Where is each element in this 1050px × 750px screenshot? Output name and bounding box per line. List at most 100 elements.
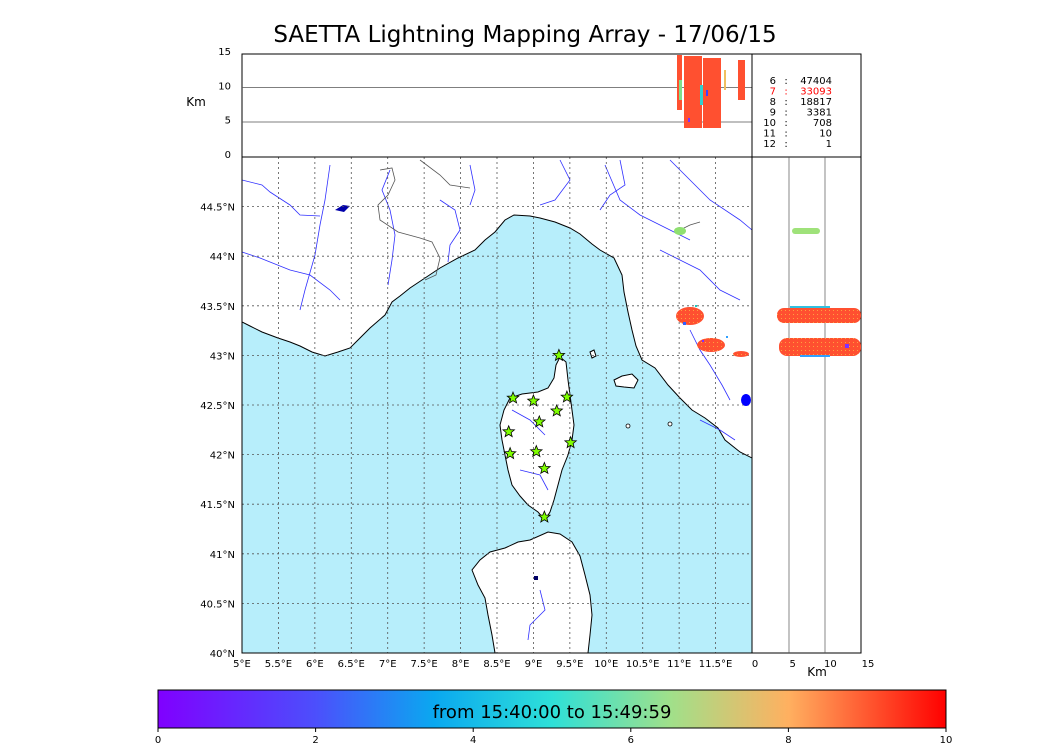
lightning-speck	[790, 306, 830, 308]
lightning-speck	[706, 90, 708, 96]
longitude-tick-label: 6°E	[306, 659, 324, 670]
chart-title: SAETTA Lightning Mapping Array - 17/06/1…	[273, 22, 777, 48]
stat-stations: 9	[770, 108, 776, 119]
altitude-latitude-panel	[751, 156, 862, 654]
side-panel-xtick: 10	[824, 659, 837, 670]
longitude-tick-label: 7.5°E	[411, 659, 438, 670]
colorbar-tick-label: 4	[470, 735, 476, 746]
stat-stations: 11	[763, 129, 776, 140]
side-panel-xtick: 0	[752, 659, 758, 670]
stat-count: 1	[826, 139, 832, 150]
latitude-tick-label: 41°N	[210, 550, 235, 561]
map-gridlines	[242, 157, 752, 653]
station-star	[501, 424, 516, 438]
colorbar-tick-label: 6	[628, 735, 634, 746]
stat-separator: :	[784, 97, 787, 108]
lightning-speck	[695, 305, 697, 307]
sardinia-land	[471, 531, 593, 653]
stat-stations: 6	[770, 76, 776, 87]
longitude-tick-label: 8°E	[452, 659, 470, 670]
stat-separator: :	[784, 76, 787, 87]
latitude-tick-labels: 40°N 40.5°N 41°N 41.5°N 42°N 42.5°N 43°N 43.5°N…	[200, 203, 235, 660]
station-star	[503, 446, 517, 460]
top-panel-ytick: 15	[218, 47, 231, 58]
stat-stations: 8	[770, 97, 776, 108]
longitude-tick-label: 11°E	[667, 659, 691, 670]
longitude-tick-labels: 5°E 5.5°E 6°E 6.5°E 7°E 7.5°E 8°E 8.5°E 9°E 9.5°E…	[233, 659, 732, 670]
latitude-tick-label: 43.5°N	[200, 302, 235, 313]
side-panel-xticks: 0 5 10 15	[752, 659, 875, 670]
longitude-tick-label: 5.5°E	[265, 659, 292, 670]
colorbar-tick-label: 8	[785, 735, 791, 746]
longitude-tick-label: 5°E	[233, 659, 251, 670]
capraia-island	[589, 349, 597, 359]
stat-separator: :	[784, 139, 787, 150]
radar-site	[741, 394, 751, 406]
lightning-speck	[726, 336, 728, 338]
longitude-tick-label: 10°E	[594, 659, 618, 670]
longitude-tick-label: 11.5°E	[699, 659, 733, 670]
lightning-sources-map	[674, 227, 751, 406]
station-star	[537, 510, 552, 523]
lightning-column	[703, 58, 721, 128]
stat-count: 708	[813, 118, 832, 129]
latitude-tick-label: 44.5°N	[200, 203, 235, 214]
lightning-speck	[683, 322, 686, 325]
lma-stations	[501, 348, 578, 523]
colorbar-tick-label: 0	[155, 735, 161, 746]
latitude-tick-label: 40.5°N	[200, 599, 235, 610]
stat-count: 47404	[800, 76, 832, 87]
lightning-cluster	[697, 338, 725, 352]
longitude-tick-label: 9°E	[525, 659, 543, 670]
lightning-column	[684, 56, 702, 128]
stat-stations: 10	[763, 118, 776, 129]
latitude-tick-label: 44°N	[210, 252, 235, 263]
longitude-tick-label: 6.5°E	[338, 659, 365, 670]
lightning-speck	[688, 118, 690, 122]
lightning-cluster	[676, 307, 704, 325]
side-panel-xtick: 15	[862, 659, 875, 670]
lightning-cluster	[733, 351, 749, 357]
top-panel-yticks: 0 5 10 15	[218, 47, 231, 161]
stat-count: 10	[819, 129, 832, 140]
stat-count: 3381	[807, 108, 832, 119]
station-star	[526, 393, 541, 407]
top-panel-ytick: 0	[225, 150, 231, 161]
stat-stations: 12	[763, 139, 776, 150]
station-star	[549, 403, 564, 417]
side-panel-xlabel: Km	[807, 665, 827, 679]
stat-count: 33093	[800, 87, 832, 98]
small-island	[625, 423, 631, 429]
top-panel-ytick: 10	[218, 81, 231, 92]
rivers	[242, 159, 752, 641]
lightning-column	[679, 80, 682, 100]
colorbar	[157, 689, 947, 729]
lake	[534, 576, 538, 580]
lightning-column	[738, 60, 745, 100]
longitude-tick-label: 8.5°E	[483, 659, 510, 670]
station-star	[563, 435, 578, 449]
stat-stations: 7	[770, 87, 776, 98]
station-star	[529, 444, 544, 458]
longitude-tick-label: 9.5°E	[556, 659, 583, 670]
longitude-tick-label: 7°E	[379, 659, 397, 670]
map-panel	[242, 157, 752, 653]
latitude-tick-label: 41.5°N	[200, 500, 235, 511]
colorbar-ticks: 0 2 4 6 8 10	[155, 728, 953, 746]
station-star	[506, 391, 520, 404]
stat-count: 18817	[800, 97, 832, 108]
lightning-band	[777, 308, 861, 323]
lightning-column	[724, 70, 726, 90]
stat-separator: :	[784, 129, 787, 140]
colorbar-tick-label: 10	[940, 735, 953, 746]
latitude-tick-label: 42.5°N	[200, 401, 235, 412]
latitude-tick-label: 42°N	[210, 451, 235, 462]
lightning-speck	[845, 344, 849, 348]
small-island	[667, 421, 673, 427]
latitude-tick-label: 43°N	[210, 351, 235, 362]
station-star	[532, 414, 547, 428]
stat-separator: :	[784, 108, 787, 119]
lightning-band	[779, 338, 861, 356]
longitude-tick-label: 10.5°E	[626, 659, 660, 670]
